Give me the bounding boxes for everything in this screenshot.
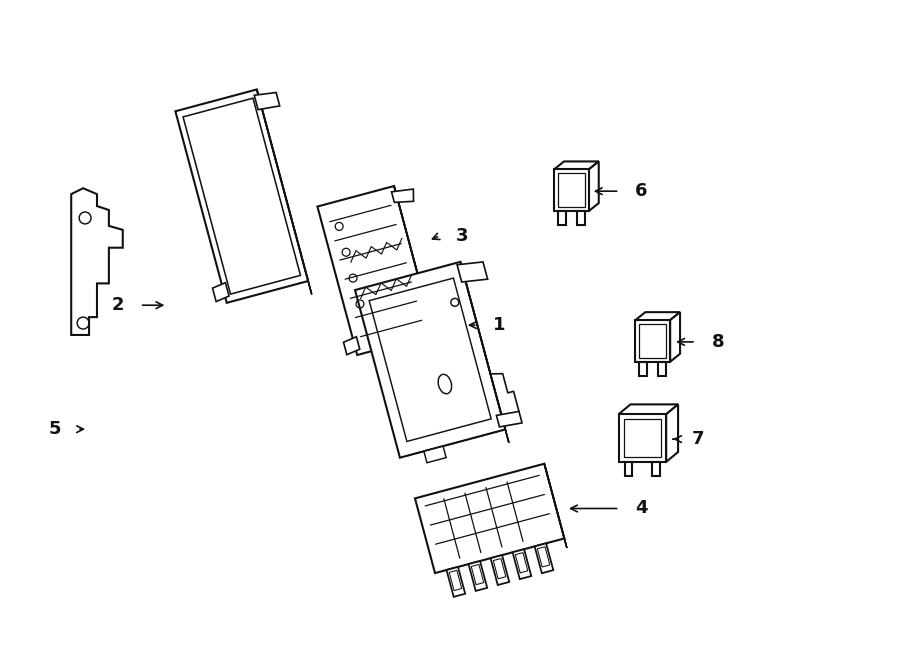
Polygon shape [176,89,308,303]
Polygon shape [535,544,554,573]
Polygon shape [212,283,229,302]
Polygon shape [639,361,647,375]
Text: 7: 7 [692,430,704,448]
Polygon shape [71,188,122,335]
Polygon shape [554,162,598,169]
Polygon shape [355,262,505,457]
Polygon shape [635,320,670,361]
Polygon shape [491,555,509,585]
Text: 8: 8 [711,333,724,351]
Text: 5: 5 [50,420,61,438]
Polygon shape [658,361,666,375]
Polygon shape [256,89,311,295]
Polygon shape [554,169,589,211]
Polygon shape [255,93,280,110]
Polygon shape [589,162,598,211]
Polygon shape [670,312,680,361]
Polygon shape [424,446,446,463]
Polygon shape [457,262,488,282]
Polygon shape [618,414,666,462]
Text: 6: 6 [635,182,648,200]
Polygon shape [392,189,414,203]
Polygon shape [666,404,678,462]
Text: 1: 1 [493,316,506,334]
Polygon shape [344,337,360,355]
Polygon shape [558,211,566,225]
Polygon shape [635,312,680,320]
Polygon shape [415,464,564,573]
Polygon shape [446,567,465,597]
Polygon shape [469,561,487,591]
Text: 4: 4 [635,500,648,518]
Polygon shape [461,262,508,443]
Text: 3: 3 [455,227,468,245]
Polygon shape [544,464,567,548]
Polygon shape [652,462,661,476]
Polygon shape [497,411,522,427]
Polygon shape [625,462,633,476]
Polygon shape [318,186,434,355]
Polygon shape [577,211,585,225]
Polygon shape [394,186,436,346]
Polygon shape [513,549,531,579]
Text: 2: 2 [112,296,124,314]
Polygon shape [618,404,678,414]
